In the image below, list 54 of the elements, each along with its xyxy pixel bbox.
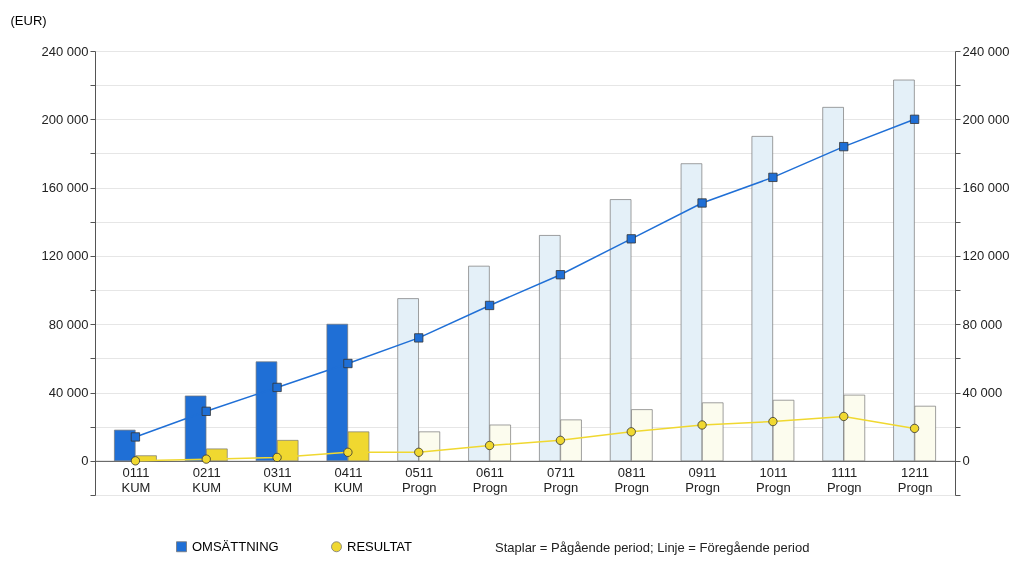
text: Staplar = Pågående period; Linje = Föregående period (495, 540, 810, 555)
y-tick-label: 40 000 (48, 385, 89, 401)
x-tick-label: 0711 Progn (543, 465, 579, 496)
x-tick-label: 0411 KUM (333, 465, 363, 496)
point (414, 333, 424, 343)
point (485, 300, 495, 311)
y-tick-label: 0 (81, 453, 89, 469)
point (768, 416, 778, 427)
point (555, 270, 565, 280)
point (485, 440, 495, 451)
legend-label: RESULTAT (347, 538, 413, 554)
point (343, 447, 353, 457)
point (910, 423, 920, 433)
point (697, 198, 707, 208)
y2-tick-label: 40 000 (962, 385, 1003, 401)
y-axis-title: (EUR) (10, 12, 47, 28)
y-tick-label: 80 000 (48, 316, 89, 332)
x-tick-label: 0111 KUM (121, 465, 151, 496)
y-tick-label: 240 000 (41, 43, 89, 59)
point (555, 435, 565, 445)
point (697, 420, 707, 430)
x-tick-label: 1011 Progn (756, 465, 791, 496)
y2-tick-label: 120 000 (962, 248, 1010, 264)
y-tick-label: 200 000 (41, 111, 89, 127)
point (626, 234, 636, 244)
x-tick-label: 0911 Progn (685, 465, 720, 496)
x-tick-label: 0311 KUM (263, 465, 293, 496)
y-tick-label: 160 000 (41, 180, 89, 196)
point (839, 142, 849, 152)
x-tick-label: 0611 Progn (472, 465, 508, 496)
point (910, 114, 920, 124)
point (201, 406, 211, 416)
point (130, 432, 140, 442)
point (626, 427, 636, 437)
y2-tick-label: 80 000 (962, 316, 1003, 332)
point (414, 447, 424, 457)
point (839, 411, 849, 422)
y2-tick-label: 0 (962, 453, 970, 469)
x-tick-label: 0811 Progn (614, 465, 650, 496)
point (768, 172, 778, 182)
x-tick-label: 1211 Progn (897, 465, 933, 496)
x-tick-label: 1111 Progn (826, 465, 862, 496)
point (130, 456, 140, 466)
point (272, 452, 282, 463)
y2-tick-label: 160 000 (962, 180, 1010, 196)
point (272, 382, 282, 392)
point (201, 454, 211, 464)
y2-tick-label: 200 000 (962, 111, 1010, 127)
x-tick-label: 0211 KUM (192, 465, 222, 496)
point (343, 358, 353, 369)
y2-tick-label: 240 000 (962, 43, 1010, 59)
legend-label: OMSÄTTNING (192, 538, 279, 554)
x-tick-label: 0511 Progn (401, 465, 437, 496)
y-tick-label: 120 000 (41, 248, 89, 264)
